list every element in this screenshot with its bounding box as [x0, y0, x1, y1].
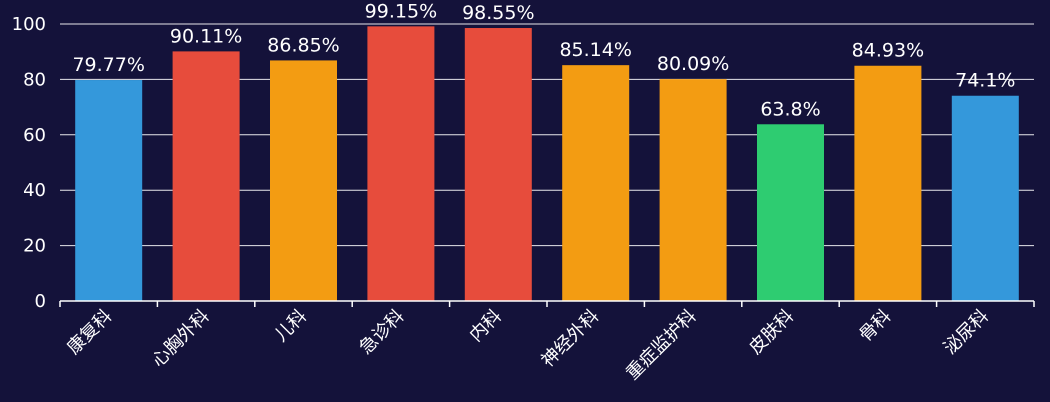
- data-label: 63.8%: [760, 98, 820, 120]
- x-category-label: 内科: [466, 306, 506, 346]
- bar: [270, 60, 337, 301]
- x-category-label: 急诊科: [355, 306, 408, 359]
- y-tick-label: 80: [23, 69, 46, 90]
- x-category-label: 泌尿科: [940, 306, 993, 359]
- bar: [854, 65, 922, 301]
- bar: [757, 124, 824, 301]
- data-label: 80.09%: [657, 53, 729, 75]
- x-category-label: 骨科: [855, 306, 895, 346]
- data-label: 79.77%: [72, 54, 144, 76]
- x-category-label: 心胸外科: [148, 306, 214, 372]
- data-label: 85.14%: [559, 39, 631, 61]
- bar: [562, 65, 630, 301]
- bar: [464, 28, 532, 301]
- bar: [659, 79, 727, 302]
- x-category-label: 儿科: [271, 306, 311, 346]
- y-axis-ticks: 0 20 40 60 80 100: [12, 14, 46, 312]
- y-tick-label: 100: [12, 14, 46, 35]
- bars: [75, 26, 1019, 302]
- bar: [172, 51, 240, 302]
- data-label: 90.11%: [170, 25, 242, 47]
- x-category-label: 皮肤科: [745, 306, 798, 359]
- data-label: 74.1%: [955, 70, 1015, 92]
- x-category-label: 神经外科: [537, 306, 603, 372]
- data-label: 98.55%: [462, 2, 534, 24]
- y-tick-label: 60: [23, 125, 46, 146]
- data-labels: 79.77% 90.11% 86.85% 99.15% 98.55% 85.14% 80.0…: [72, 0, 1015, 120]
- x-axis: 康复科 心胸外科 儿科 急诊科 内科 神经外科 重症监护科 皮肤科 骨科 泌尿科: [59, 300, 1035, 384]
- y-tick-label: 20: [23, 236, 46, 257]
- x-category-label: 重症监护科: [622, 306, 700, 384]
- bar: [367, 26, 435, 302]
- bar: [951, 95, 1019, 301]
- data-label: 84.93%: [852, 40, 924, 62]
- bar: [75, 80, 143, 301]
- x-category-label: 康复科: [63, 306, 116, 359]
- y-tick-label: 0: [35, 291, 46, 312]
- data-label: 86.85%: [267, 34, 339, 56]
- y-tick-label: 40: [23, 180, 46, 201]
- data-label: 99.15%: [365, 0, 437, 22]
